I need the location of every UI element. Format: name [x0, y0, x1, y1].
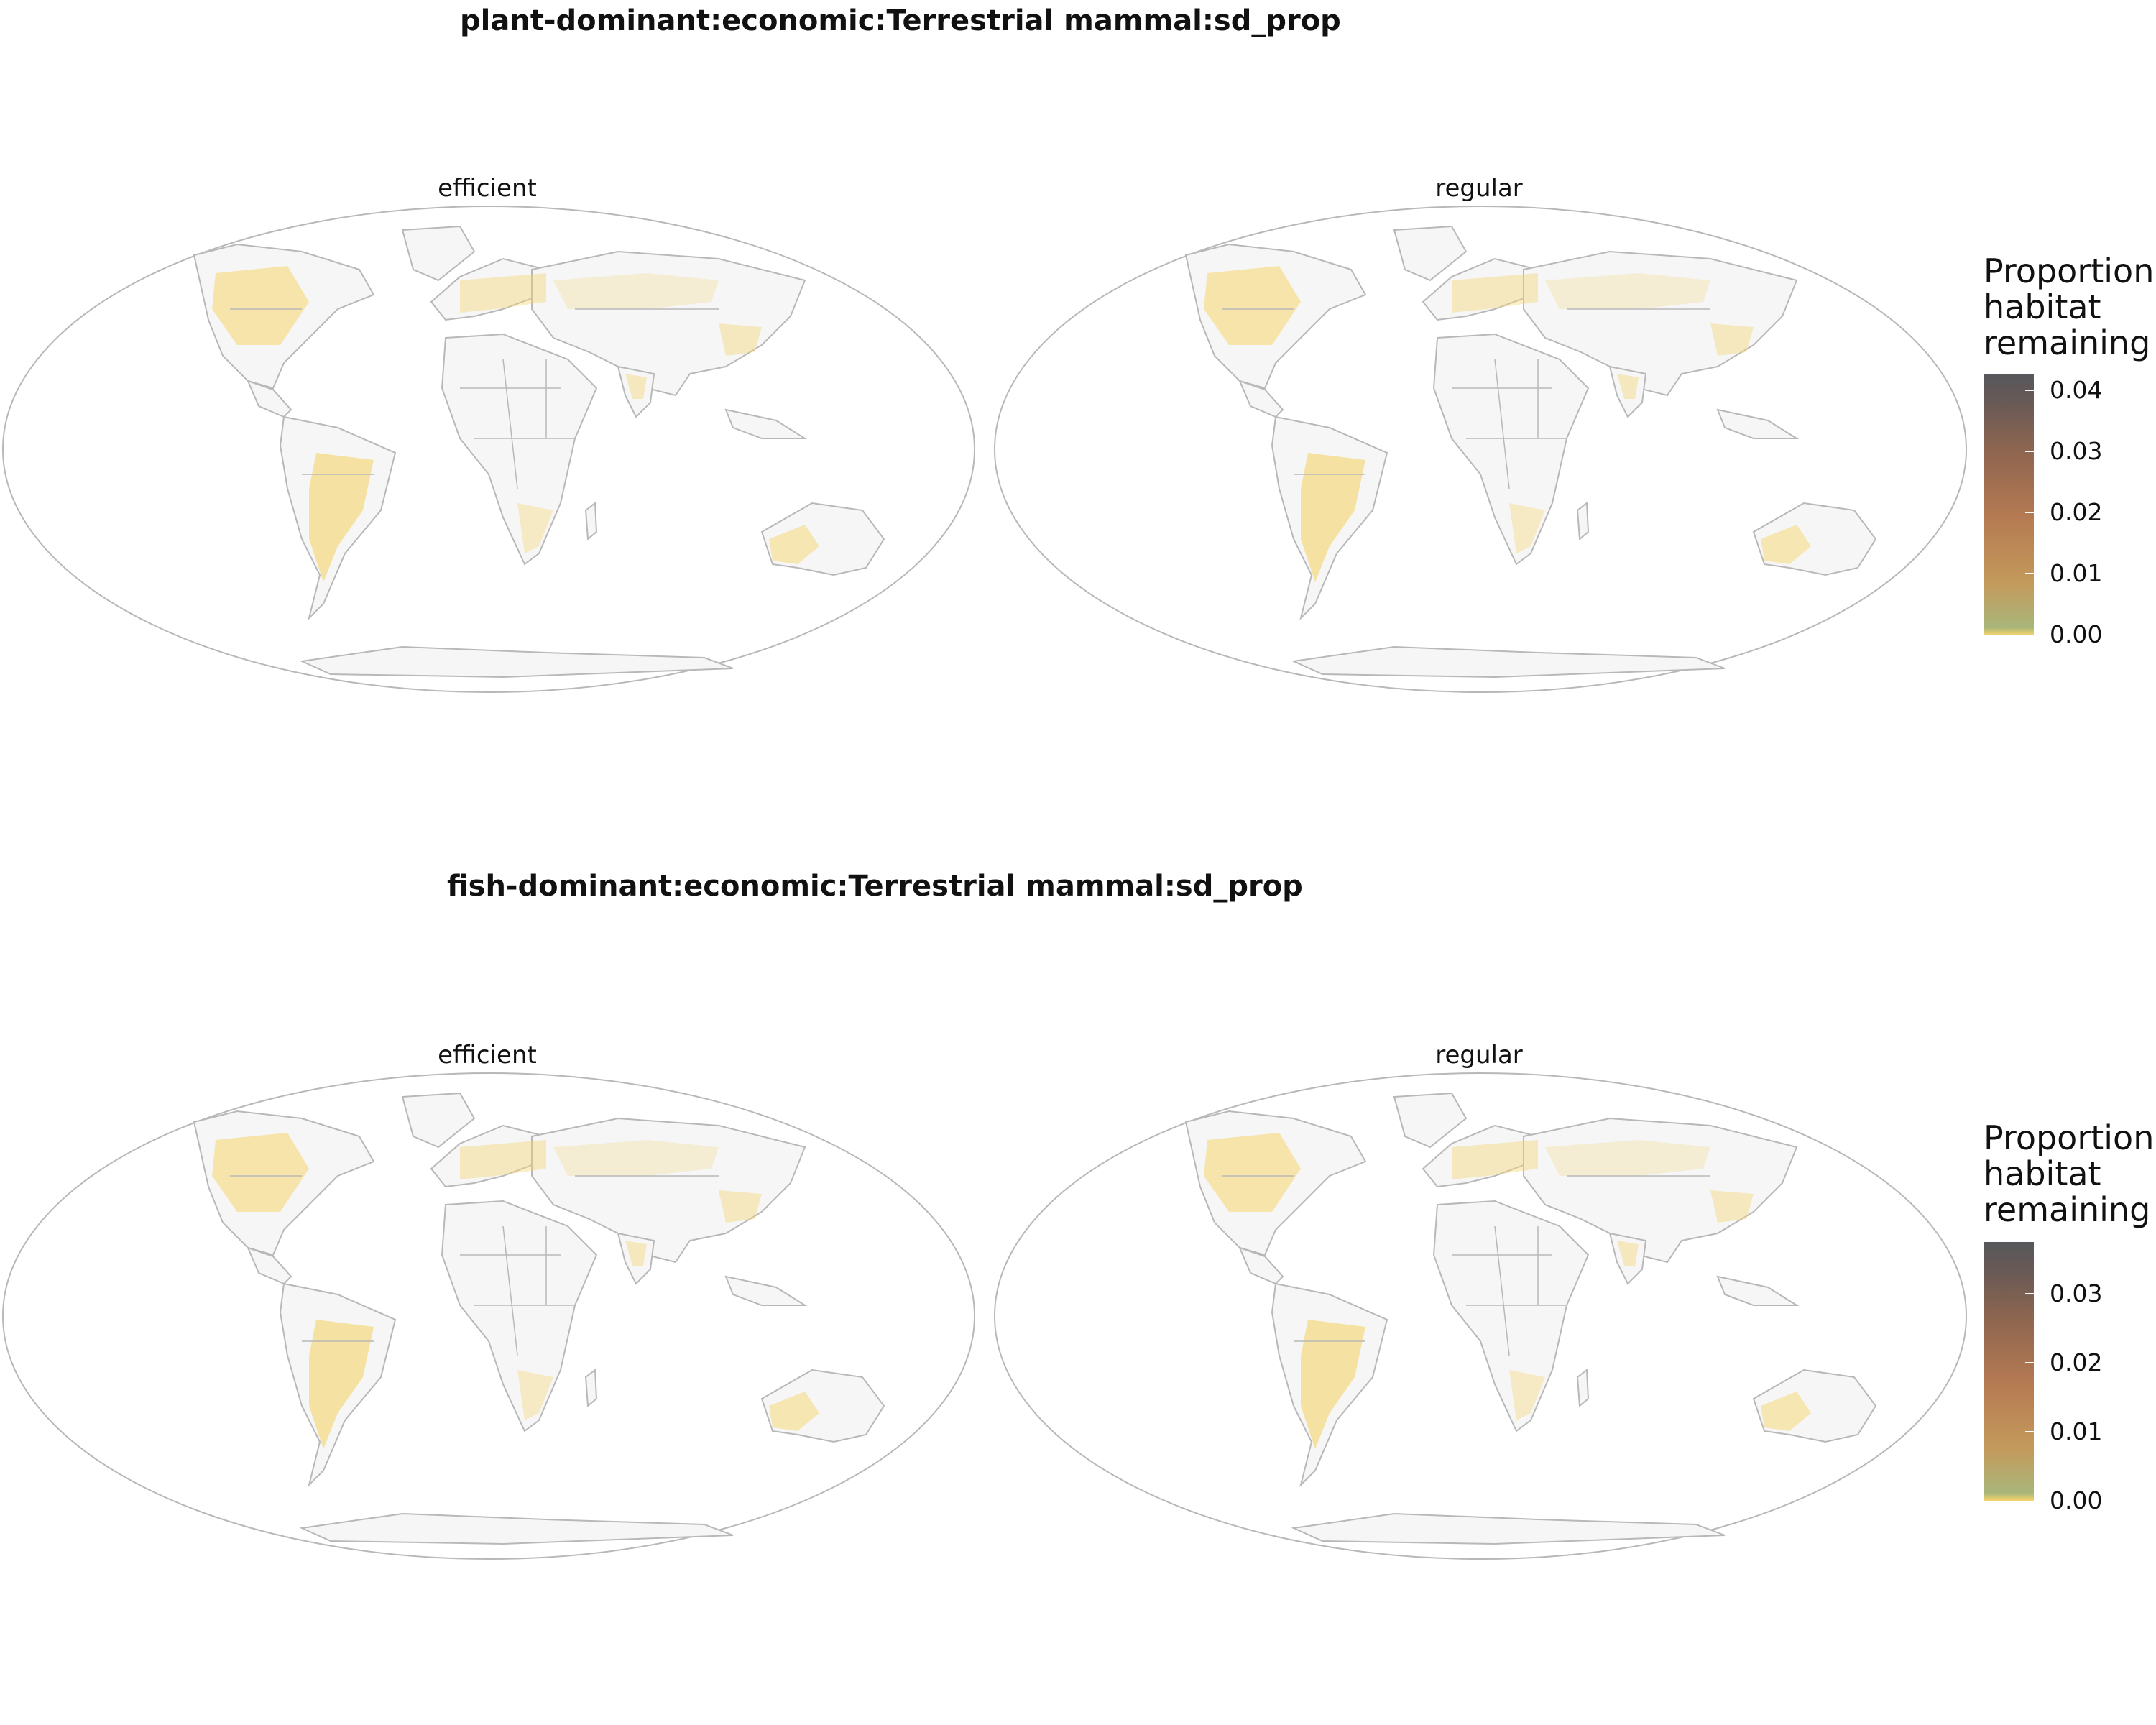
- asia-highlight: [1545, 273, 1710, 309]
- country-border: [502, 1225, 518, 1356]
- sa-highlight: [1301, 453, 1365, 582]
- india: [617, 365, 655, 418]
- legend-tickmark: [2025, 390, 2034, 391]
- se-asia: [724, 1275, 808, 1306]
- legend-tick-2: 0.00: [2050, 1486, 2103, 1514]
- asia-highlight: [1545, 1140, 1710, 1176]
- legend-tickmark: [2025, 1362, 2034, 1363]
- europe-highlight: [1452, 273, 1538, 313]
- madagascar: [1576, 1368, 1590, 1408]
- panel-1-title: plant-dominant:economic:Terrestrial mamm…: [460, 4, 1341, 37]
- se-asia: [1716, 408, 1800, 439]
- sa-highlight: [1301, 1320, 1365, 1449]
- central-america: [1238, 380, 1284, 418]
- africa-highlight: [1509, 503, 1545, 553]
- legend-tick-1: 0.03: [2050, 437, 2103, 465]
- india: [1608, 1232, 1647, 1285]
- legend-tick-2: 0.03: [2050, 1279, 2103, 1307]
- china-highlight: [719, 323, 762, 356]
- madagascar: [584, 502, 598, 541]
- au-highlight: [769, 1392, 819, 1431]
- africa-highlight: [517, 503, 553, 553]
- se-asia: [1716, 1275, 1800, 1306]
- au-highlight: [1761, 1392, 1811, 1431]
- facet-label-regular-2: regular: [1435, 1041, 1523, 1070]
- europe-highlight: [460, 273, 546, 313]
- asia-highlight: [553, 1140, 719, 1176]
- legend-tick-1: 0.01: [2050, 559, 2103, 587]
- legend-tick-2: 0.01: [2050, 1417, 2103, 1445]
- world-map-efficient-1: [2, 206, 975, 693]
- legend-tick-1: 0.02: [2050, 498, 2103, 526]
- africa: [441, 1200, 598, 1432]
- world-map-regular-2: [994, 1072, 1967, 1560]
- antarctica: [1291, 645, 1726, 678]
- africa: [441, 333, 598, 566]
- africa-highlight: [517, 1370, 553, 1420]
- facet-label-efficient-1: efficient: [438, 174, 537, 203]
- africa: [1432, 1200, 1590, 1432]
- asia: [1523, 1117, 1798, 1264]
- legend-tickmark: [2025, 451, 2034, 452]
- asia: [531, 1117, 806, 1264]
- sa-highlight: [309, 1320, 374, 1449]
- asia: [1523, 250, 1798, 397]
- legend-tick-2: 0.02: [2050, 1348, 2103, 1376]
- world-map-regular-1: [994, 206, 1967, 693]
- legend-tickmark: [2025, 1431, 2034, 1432]
- greenland: [1393, 1092, 1468, 1149]
- legend-tickmark: [2025, 1293, 2034, 1294]
- greenland: [1393, 225, 1468, 282]
- india-highlight: [625, 1241, 647, 1266]
- china-highlight: [719, 1190, 762, 1223]
- au-highlight: [1761, 525, 1811, 564]
- panel-2-title: fish-dominant:economic:Terrestrial mamma…: [447, 870, 1303, 903]
- na-highlight: [212, 1133, 309, 1212]
- na-highlight: [212, 266, 309, 345]
- africa: [1432, 333, 1590, 566]
- facet-label-regular-1: regular: [1435, 174, 1523, 203]
- na-highlight: [1204, 266, 1301, 345]
- europe-highlight: [460, 1140, 546, 1179]
- facet-label-efficient-2: efficient: [438, 1041, 537, 1070]
- legend-tick-1: 0.04: [2050, 376, 2103, 404]
- china-highlight: [1710, 323, 1754, 356]
- central-america: [1238, 1246, 1284, 1285]
- country-border: [502, 359, 518, 489]
- asia: [531, 250, 806, 397]
- europe-highlight: [1452, 1140, 1538, 1179]
- country-border: [1494, 1225, 1510, 1356]
- india-highlight: [625, 374, 647, 399]
- antarctica: [299, 1512, 734, 1545]
- legend-title-2: Proportion habitat remaining: [1984, 1118, 2155, 1229]
- world-map-efficient-2: [2, 1072, 975, 1560]
- india: [1608, 365, 1647, 418]
- se-asia: [724, 408, 808, 439]
- sa-highlight: [309, 453, 374, 582]
- country-border: [1494, 359, 1510, 489]
- colorbar-1: [1984, 374, 2034, 635]
- na-highlight: [1204, 1133, 1301, 1212]
- legend-title-1: Proportion habitat remaining: [1984, 252, 2155, 362]
- africa-highlight: [1509, 1370, 1545, 1420]
- india-highlight: [1617, 1241, 1639, 1266]
- asia-highlight: [553, 273, 719, 309]
- greenland: [401, 1092, 476, 1149]
- antarctica: [299, 645, 734, 678]
- india-highlight: [1617, 374, 1639, 399]
- au-highlight: [769, 525, 819, 564]
- central-america: [247, 380, 292, 418]
- legend-tickmark: [2025, 573, 2034, 574]
- antarctica: [1291, 1512, 1726, 1545]
- madagascar: [584, 1368, 598, 1408]
- central-america: [247, 1246, 292, 1285]
- legend-tickmark: [2025, 512, 2034, 513]
- madagascar: [1576, 502, 1590, 541]
- colorbar-2: [1984, 1242, 2034, 1501]
- greenland: [401, 225, 476, 282]
- india: [617, 1232, 655, 1285]
- legend-tick-1: 0.00: [2050, 620, 2103, 648]
- china-highlight: [1710, 1190, 1754, 1223]
